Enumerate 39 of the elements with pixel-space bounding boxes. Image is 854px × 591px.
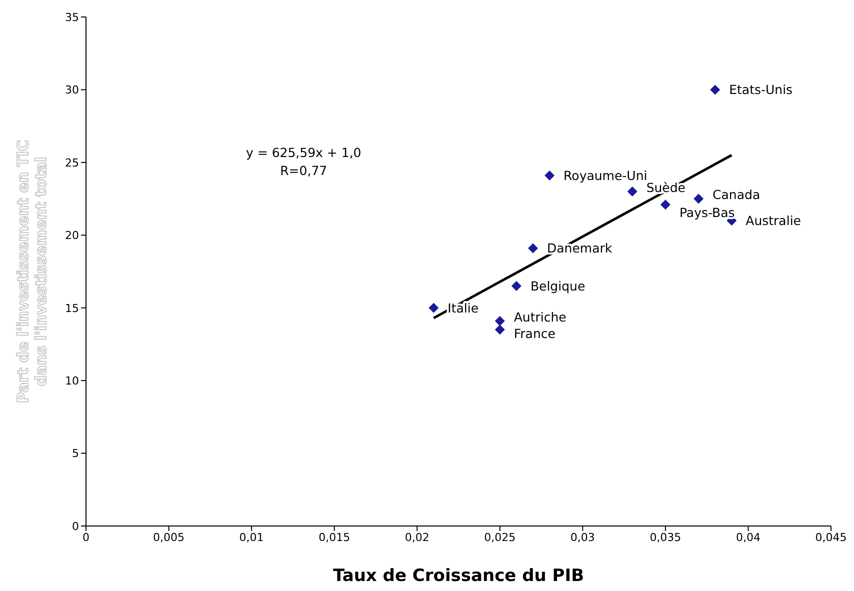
annotation: Belgique: [530, 278, 586, 294]
y-tick-label: 20: [65, 229, 79, 242]
y-tick-label: 30: [65, 84, 79, 97]
annotation: France: [514, 326, 556, 342]
y-tick-label: 0: [72, 520, 79, 533]
x-tick-label: 0,035: [650, 530, 682, 544]
point: [528, 243, 538, 254]
point: [544, 170, 555, 181]
x-tick-label: 0,015: [318, 530, 350, 544]
x-tick-label: 0,04: [736, 530, 760, 544]
x-tick-label: 0,025: [484, 530, 516, 544]
annotation: Autriche: [514, 309, 567, 324]
x-tick-label: 0,03: [570, 530, 595, 544]
point: [627, 186, 638, 197]
x-tick-label: 0,005: [153, 530, 185, 544]
y-tick-label: 15: [65, 302, 79, 315]
y-tick-label: 35: [65, 10, 79, 24]
x-tick-label: 0,045: [815, 530, 847, 544]
point: [428, 302, 439, 313]
x-tick-label: 0,02: [404, 530, 430, 544]
x-tick-label: 0,01: [239, 530, 264, 544]
annotation: Etats-Unis: [729, 82, 793, 98]
point: [694, 194, 704, 204]
x-tick-label: 0: [82, 530, 90, 544]
annotation: Pays-Bas: [679, 205, 735, 220]
point: [511, 281, 522, 292]
point: [494, 316, 505, 326]
y-tick-label: 5: [72, 447, 79, 460]
annotation: Canada: [712, 187, 760, 202]
point: [660, 200, 670, 210]
x-axis-title: Taux de Croissance du PIB: [332, 566, 584, 586]
annotation: R=0,77: [279, 162, 328, 180]
y-tick-label: 10: [65, 374, 79, 388]
point: [710, 84, 720, 95]
y-tick-label: 25: [65, 156, 79, 170]
annotation: y = 625,59x + 1,0: [246, 144, 362, 162]
point: [494, 324, 505, 335]
annotation: Australie: [746, 213, 802, 228]
annotation: Royaume-Uni: [564, 168, 648, 183]
